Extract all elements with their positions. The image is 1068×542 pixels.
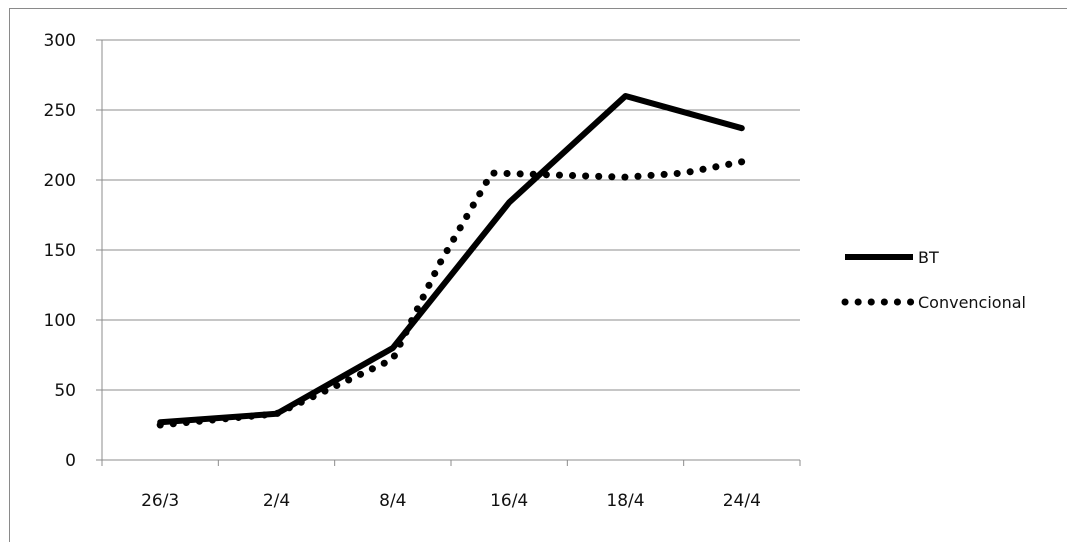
series-line-bt: [157, 93, 745, 426]
legend: BT Convencional: [841, 248, 1026, 312]
x-tick-labels: 26/3 2/4 8/4 16/4 18/4 24/4: [141, 491, 761, 511]
x-tick-label: 2/4: [263, 491, 290, 511]
legend-label: Convencional: [918, 293, 1026, 312]
legend-label: BT: [918, 248, 939, 267]
axes: [96, 39, 801, 466]
y-tick-label: 100: [44, 311, 76, 331]
gridlines: [102, 39, 800, 391]
x-tick-label: 8/4: [379, 491, 406, 511]
y-tick-label: 50: [54, 381, 76, 401]
series-lines: [156, 93, 746, 429]
y-tick-label: 0: [65, 451, 76, 471]
x-tick-label: 24/4: [723, 491, 761, 511]
y-tick-labels: 0 50 100 150 200 250 300: [44, 31, 76, 471]
y-tick-label: 150: [44, 241, 76, 261]
y-tick-label: 200: [44, 171, 76, 191]
y-tick-label: 250: [44, 101, 76, 121]
series-line-convencional: [156, 158, 746, 429]
chart-frame: [9, 8, 1067, 542]
y-tick-label: 300: [44, 31, 76, 51]
x-tick-label: 16/4: [490, 491, 528, 511]
x-tick-label: 26/3: [141, 491, 179, 511]
x-tick-label: 18/4: [606, 491, 644, 511]
